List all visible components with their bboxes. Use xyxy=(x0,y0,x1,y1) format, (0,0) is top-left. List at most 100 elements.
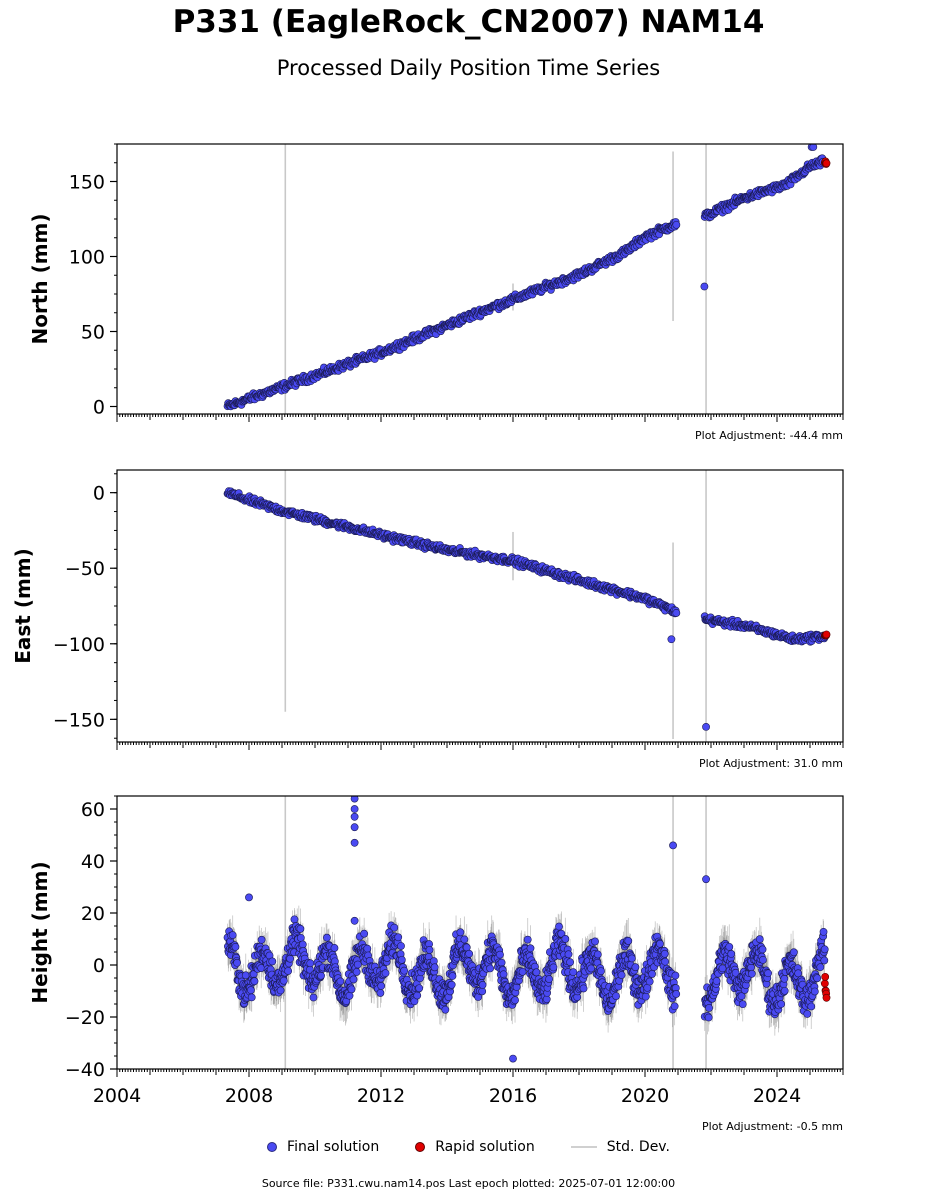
final-solution-point xyxy=(555,922,563,931)
final-solution-point xyxy=(549,963,558,972)
final-solution-point xyxy=(360,929,369,938)
final-solution-point xyxy=(349,975,358,984)
final-solution-point xyxy=(397,942,405,950)
final-solution-point xyxy=(627,954,636,963)
final-solution-point xyxy=(323,933,331,942)
final-solution-point xyxy=(704,1013,713,1022)
final-solution-point xyxy=(566,958,574,967)
final-solution-point xyxy=(712,977,721,985)
final-solution-point xyxy=(499,970,508,979)
final-solution-point xyxy=(276,986,285,995)
y-tick-label: 100 xyxy=(69,247,105,269)
final-solution-point xyxy=(363,944,372,953)
panel-2: 2004 2008 2012 2016 2020 20246040200−20−40Hei… xyxy=(28,795,844,1133)
final-solution-point xyxy=(532,968,541,977)
final-solution-point xyxy=(648,970,656,978)
final-solution-point xyxy=(448,972,457,980)
final-solution-point xyxy=(511,996,519,1005)
final-solution-point xyxy=(809,144,818,151)
final-solution-point xyxy=(564,950,573,959)
final-solution-point xyxy=(268,957,277,966)
final-solution-point xyxy=(656,939,664,948)
final-solution-point xyxy=(579,984,588,993)
final-solution-point xyxy=(257,935,266,944)
final-solution-point xyxy=(309,993,318,1002)
final-solution-point xyxy=(478,981,487,989)
final-solution-point xyxy=(231,942,240,951)
plot-area-1 xyxy=(223,470,831,742)
final-solution-point xyxy=(526,944,535,953)
final-solution-point xyxy=(593,950,602,959)
final-solution-point xyxy=(702,722,710,731)
final-solution-point xyxy=(660,949,669,958)
final-solution-point xyxy=(425,946,434,954)
final-solution-point xyxy=(569,968,578,977)
final-solution-point xyxy=(561,935,570,943)
final-solution-point xyxy=(672,220,681,229)
rapid-solution-point xyxy=(822,159,831,168)
final-solution-point xyxy=(233,958,241,967)
panel-0: 0 50 100 150 North (mm) Plot Adjustment: -44.… xyxy=(28,143,844,442)
final-solution-point xyxy=(460,935,469,944)
final-solution-point xyxy=(415,984,424,993)
final-solution-point xyxy=(228,931,237,939)
final-solution-point xyxy=(671,971,680,980)
final-solution-point xyxy=(336,977,345,986)
final-solution-point xyxy=(731,968,740,977)
final-solution-point xyxy=(523,935,532,944)
final-solution-point xyxy=(413,991,422,1000)
y-axis-label: East (mm) xyxy=(11,548,35,664)
final-solution-point xyxy=(486,964,494,973)
final-solution-point xyxy=(241,971,250,980)
final-solution-point xyxy=(545,975,554,983)
final-solution-point xyxy=(672,990,681,998)
final-solution-point xyxy=(587,964,595,973)
chart-subtitle: Processed Daily Position Time Series xyxy=(276,56,661,80)
final-solution-point xyxy=(631,963,640,972)
plot-frame-0 xyxy=(116,143,844,415)
plot-frame-1 xyxy=(116,469,844,743)
final-solution-point xyxy=(290,915,299,924)
final-solution-point xyxy=(400,966,409,975)
final-solution-point xyxy=(381,969,390,978)
final-solution-point xyxy=(298,940,307,949)
final-solution-point xyxy=(317,971,325,980)
final-solution-point xyxy=(247,993,256,1002)
final-solution-point xyxy=(478,987,487,996)
y-tick-label: −150 xyxy=(53,709,105,731)
final-solution-point xyxy=(345,991,354,1000)
final-solution-point xyxy=(390,923,399,932)
final-solution-point xyxy=(447,980,456,989)
final-solution-point xyxy=(617,971,626,979)
final-solution-point xyxy=(718,964,727,973)
final-solution-point xyxy=(296,924,305,933)
plot-adjustment-label: Plot Adjustment: -44.4 mm xyxy=(695,429,843,442)
final-solution-point xyxy=(597,967,605,976)
final-solution-point xyxy=(347,985,356,994)
y-tick-label: 150 xyxy=(69,172,105,194)
final-solution-point xyxy=(661,957,670,966)
final-solution-point xyxy=(557,929,566,938)
chart-title: P331 (EagleRock_CN2007) NAM14 xyxy=(172,4,765,40)
plot-area-0 xyxy=(223,144,831,414)
final-solution-point xyxy=(667,635,676,644)
final-solution-point xyxy=(441,1005,450,1014)
final-solution-point xyxy=(705,1004,713,1012)
y-tick-label: −50 xyxy=(65,558,105,580)
final-solution-point xyxy=(352,968,361,976)
final-solution-point xyxy=(394,933,403,942)
final-solution-point xyxy=(672,609,681,617)
final-solution-point xyxy=(725,942,734,951)
final-solution-point xyxy=(286,954,295,963)
y-tick-label: 0 xyxy=(93,483,105,505)
final-solution-point xyxy=(456,928,465,937)
final-solution-point xyxy=(250,977,259,986)
final-solution-point xyxy=(376,989,385,997)
panel-1: 0 −50 −100 −150 East (mm) Plot Adjustment: 31… xyxy=(11,469,844,770)
final-solution-point xyxy=(670,1002,679,1011)
final-solution-point xyxy=(727,950,736,958)
final-solution-point xyxy=(496,950,504,959)
final-solution-point xyxy=(353,960,362,969)
final-solution-point xyxy=(465,949,474,958)
